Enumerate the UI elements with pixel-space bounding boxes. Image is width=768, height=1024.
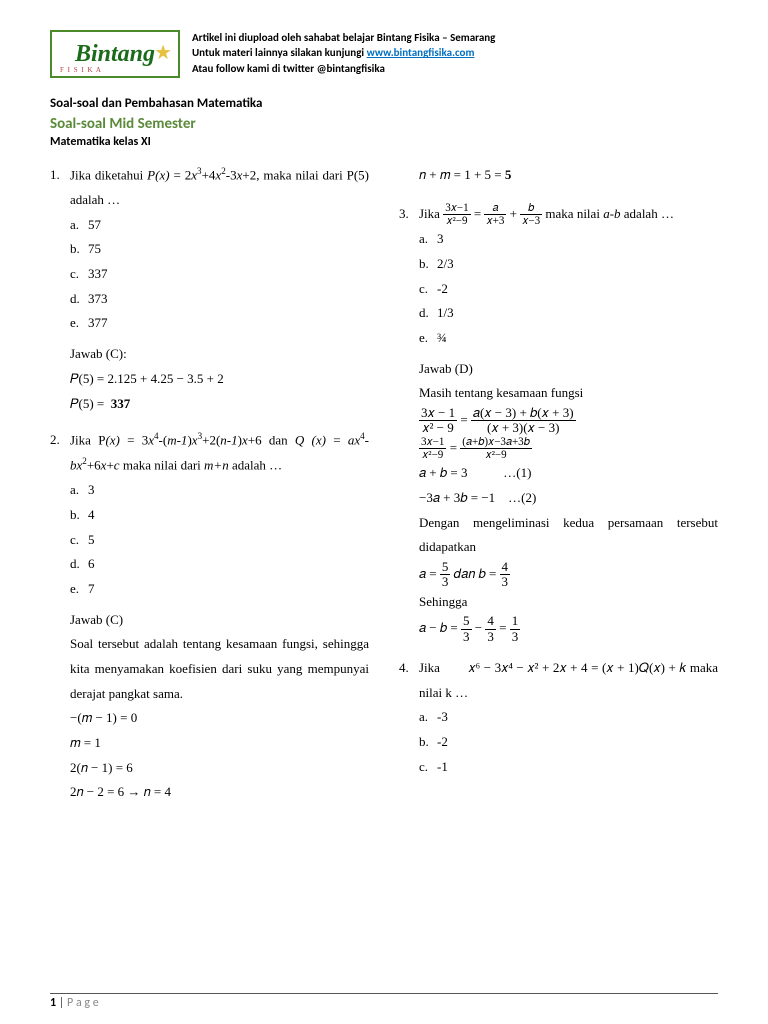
question-1: 1. Jika diketahui P(x) = 2x3+4x2-3x+2, m…: [50, 163, 369, 416]
q1-answer: Jawab (C): 𝑃(5) = 2.125 + 4.25 − 3.5 + 2…: [50, 342, 369, 416]
right-column: 𝑛 + 𝑚 = 1 + 5 = 5 3. Jika 3𝑥−1𝑥²−9 = 𝑎𝑥+…: [399, 163, 718, 817]
page-footer: 1 | P a g e: [50, 993, 718, 1010]
document-page: Bintang ★ F I S I K A Artikel ini diuplo…: [0, 0, 768, 1024]
question-3: 3. Jika 3𝑥−1𝑥²−9 = 𝑎𝑥+3 + 𝑏𝑥−3 maka nila…: [399, 202, 718, 644]
q2-options: a.3 b.4 c.5 d.6 e.7: [50, 478, 369, 601]
header-line-2: Untuk materi lainnya silakan kunjungi ww…: [192, 45, 495, 60]
q2-answer: Jawab (C) Soal tersebut adalah tentang k…: [50, 608, 369, 806]
header-line-1: Artikel ini diupload oleh sahabat belaja…: [192, 30, 495, 45]
logo-text: Bintang: [75, 41, 155, 68]
class-title: Matematika kelas XI: [50, 135, 718, 149]
doc-title: Soal-soal dan Pembahasan Matematika: [50, 96, 718, 111]
question-4: 4. Jika 𝑥⁶ − 3𝑥⁴ − 𝑥² + 2𝑥 + 4 = (𝑥 + 1)…: [399, 656, 718, 779]
header-text: Artikel ini diupload oleh sahabat belaja…: [192, 30, 495, 76]
content-columns: 1. Jika diketahui P(x) = 2x3+4x2-3x+2, m…: [50, 163, 718, 817]
header: Bintang ★ F I S I K A Artikel ini diuplo…: [50, 30, 718, 78]
logo-subtitle: F I S I K A: [60, 66, 102, 74]
left-column: 1. Jika diketahui P(x) = 2x3+4x2-3x+2, m…: [50, 163, 369, 817]
question-2: 2. Jika P(x) = 3x4-(m-1)x3+2(n-1)x+6 dan…: [50, 428, 369, 805]
q3-answer: Jawab (D) Masih tentang kesamaan fungsi …: [399, 357, 718, 644]
nm-equation: 𝑛 + 𝑚 = 1 + 5 = 5: [399, 163, 718, 188]
sub-title: Soal-soal Mid Semester: [50, 115, 718, 133]
logo: Bintang ★ F I S I K A: [50, 30, 180, 78]
star-icon: ★: [154, 40, 172, 65]
website-link[interactable]: www.bintangfisika.com: [367, 46, 475, 59]
header-line-3: Atau follow kami di twitter @bintangfisi…: [192, 61, 495, 76]
q4-options: a.-3 b.-2 c.-1: [399, 705, 718, 779]
q3-options: a.3 b.2/3 c.-2 d.1/3 e.¾: [399, 227, 718, 350]
q1-options: a.57 b.75 c.337 d.373 e.377: [50, 213, 369, 336]
